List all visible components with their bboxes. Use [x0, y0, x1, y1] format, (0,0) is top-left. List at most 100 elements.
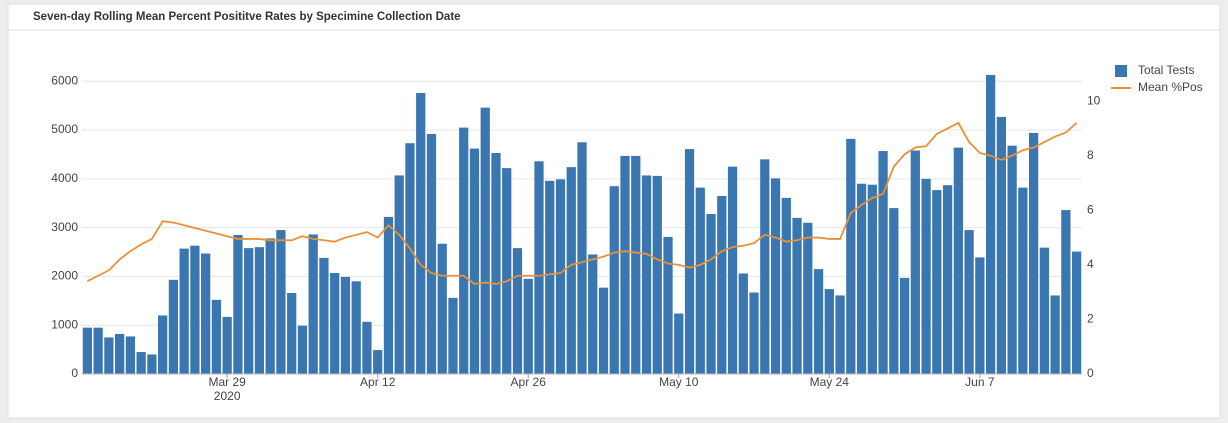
x-tick-label: Mar 29 — [208, 375, 246, 389]
bar — [964, 230, 974, 374]
y-tick-label: 3000 — [51, 220, 78, 234]
bar — [179, 248, 189, 374]
bar — [953, 147, 963, 374]
bar — [878, 151, 888, 374]
bar — [717, 195, 727, 374]
bar — [598, 287, 609, 374]
x-tick-label: May 24 — [810, 375, 850, 389]
bar — [523, 278, 533, 374]
bar — [760, 159, 770, 374]
bar — [781, 197, 791, 374]
bar — [566, 167, 576, 374]
x-tick-label: Apr 12 — [360, 375, 396, 389]
bar — [394, 175, 404, 374]
bar — [233, 234, 243, 374]
bar — [373, 350, 383, 374]
y2-tick-label: 2 — [1087, 312, 1094, 326]
y2-tick-label: 10 — [1087, 93, 1101, 107]
bar — [211, 299, 222, 374]
bar — [416, 92, 426, 375]
bar — [448, 297, 458, 374]
bar — [480, 107, 490, 375]
bar — [244, 248, 254, 374]
bar — [942, 185, 953, 374]
bar — [512, 248, 523, 374]
bar — [975, 257, 985, 374]
bar — [190, 245, 200, 374]
bar — [1061, 210, 1071, 374]
bar — [340, 276, 351, 374]
y-tick-label: 6000 — [51, 73, 78, 87]
bar — [663, 236, 673, 374]
y-tick-label: 1000 — [51, 317, 78, 331]
bar — [813, 269, 824, 374]
y-tick-label: 0 — [71, 366, 78, 380]
legend-swatch — [1115, 65, 1127, 77]
bar — [867, 184, 877, 374]
y-tick-label: 5000 — [51, 122, 78, 136]
bar — [104, 337, 114, 374]
bar — [985, 74, 996, 375]
bar — [115, 333, 125, 374]
bar — [308, 234, 318, 374]
bar — [351, 281, 361, 374]
bar — [921, 178, 931, 374]
bar — [534, 161, 544, 374]
bar — [201, 253, 211, 374]
bar — [125, 336, 136, 374]
bar — [276, 230, 286, 374]
y-tick-label: 2000 — [51, 269, 78, 283]
bar — [706, 213, 716, 374]
bar — [555, 179, 566, 374]
bar — [846, 138, 856, 374]
bar — [835, 295, 845, 374]
chart-title: Seven-day Rolling Mean Percent Posititve… — [33, 11, 461, 23]
bar — [545, 180, 555, 374]
bar — [254, 247, 265, 374]
bar — [588, 254, 598, 374]
bar — [910, 150, 920, 374]
bar — [1028, 132, 1039, 374]
bar — [82, 327, 92, 374]
bar — [577, 142, 587, 374]
legend-label: Mean %Pos — [1138, 80, 1203, 94]
bar — [631, 155, 641, 374]
y-tick-label: 4000 — [51, 171, 78, 185]
bar — [136, 352, 146, 374]
bar — [330, 273, 340, 374]
bar — [824, 289, 834, 374]
bar — [93, 327, 103, 374]
bar — [674, 313, 684, 374]
bar — [899, 277, 910, 374]
bar — [147, 354, 157, 374]
bar — [319, 257, 329, 374]
x-tick-label: May 10 — [659, 375, 699, 389]
bar — [168, 279, 179, 374]
bar — [469, 148, 480, 374]
bar — [620, 155, 630, 374]
bar — [803, 222, 813, 374]
bar — [749, 292, 759, 374]
bar — [695, 187, 705, 374]
bar — [437, 243, 447, 374]
x-tick-label: Jun 7 — [965, 375, 995, 389]
bar — [1072, 251, 1082, 374]
bar — [362, 321, 372, 374]
bar — [1018, 187, 1028, 374]
bar — [792, 217, 802, 374]
bar — [856, 183, 867, 374]
y2-tick-label: 4 — [1087, 257, 1094, 271]
bar — [609, 186, 619, 374]
bar — [222, 316, 232, 374]
bar — [1039, 247, 1049, 374]
bar — [459, 127, 469, 374]
bar — [383, 216, 394, 374]
bar — [265, 238, 275, 374]
bar — [405, 143, 415, 374]
bar — [491, 152, 501, 374]
bar — [770, 178, 781, 374]
bar — [684, 149, 695, 374]
bar — [426, 133, 437, 374]
bar — [652, 175, 662, 374]
